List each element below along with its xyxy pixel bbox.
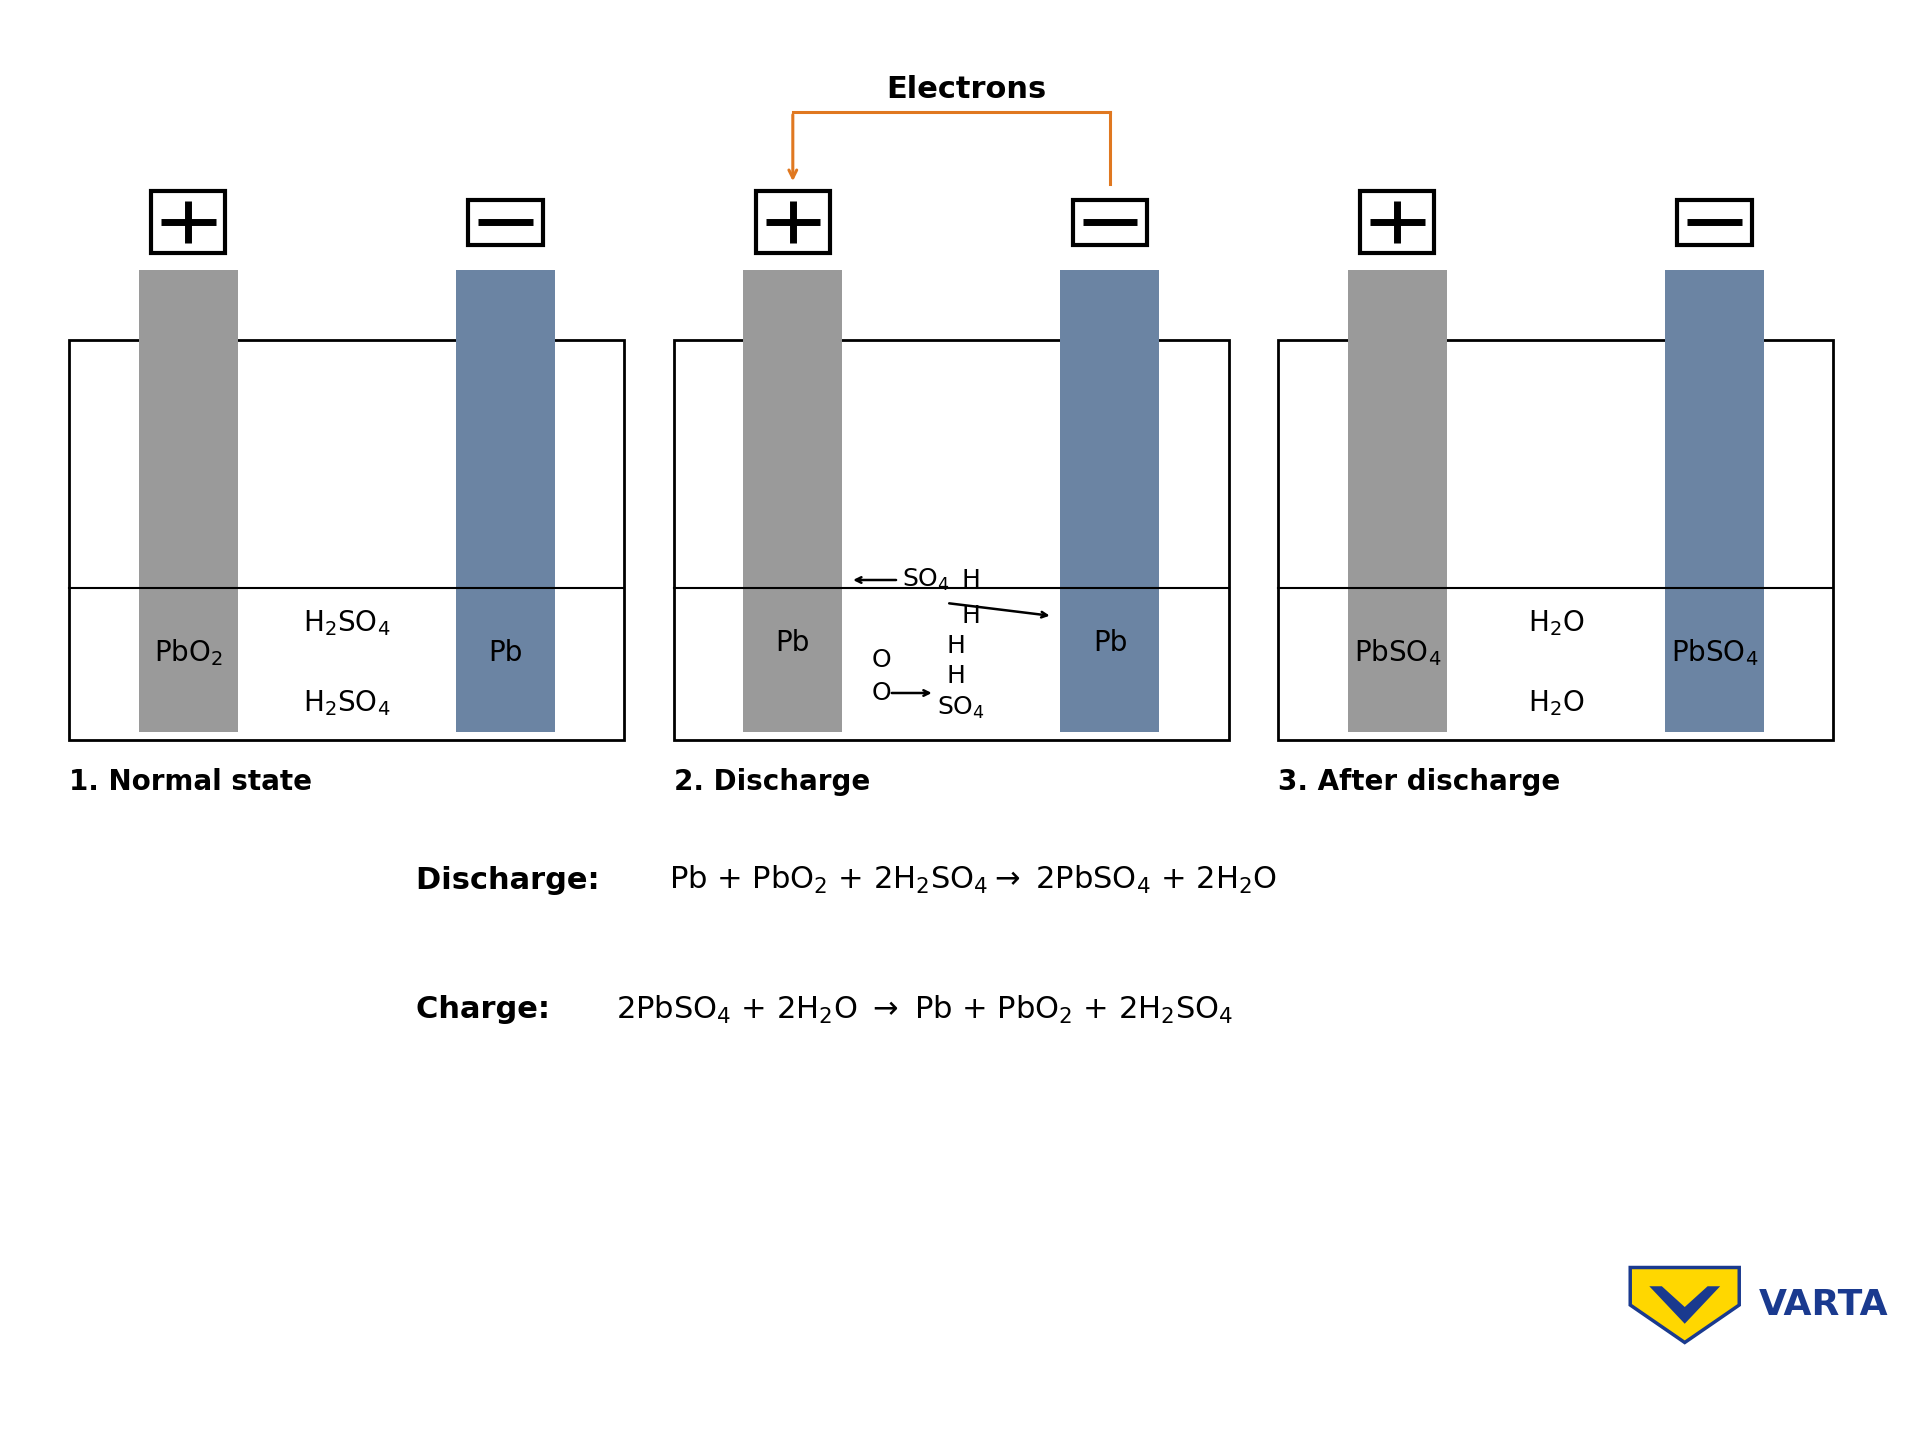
Bar	[674, 340, 1229, 740]
Text: Pb: Pb	[1092, 629, 1127, 657]
Text: 2PbSO$_4$ + 2H$_2$O $\rightarrow$ Pb + PbO$_2$ + 2H$_2$SO$_4$: 2PbSO$_4$ + 2H$_2$O $\rightarrow$ Pb + P…	[616, 994, 1235, 1027]
Text: SO$_4$: SO$_4$	[902, 567, 950, 593]
Text: H$_2$SO$_4$: H$_2$SO$_4$	[303, 688, 390, 719]
Text: H: H	[962, 603, 981, 628]
Text: H: H	[962, 567, 981, 592]
Bar	[1678, 200, 1751, 245]
Text: PbSO$_4$: PbSO$_4$	[1354, 638, 1442, 668]
Text: PbO$_2$: PbO$_2$	[154, 638, 223, 668]
Text: PbSO$_4$: PbSO$_4$	[1670, 638, 1759, 668]
Bar	[756, 192, 829, 253]
Bar	[1279, 340, 1834, 740]
Text: Charge:: Charge:	[417, 995, 561, 1024]
Text: Pb: Pb	[776, 629, 810, 657]
Bar	[1073, 200, 1146, 245]
Text: Electrons: Electrons	[887, 75, 1046, 104]
Text: H$_2$SO$_4$: H$_2$SO$_4$	[303, 608, 390, 638]
Bar	[743, 271, 843, 732]
Text: VARTA: VARTA	[1759, 1287, 1889, 1322]
Text: Discharge:: Discharge:	[417, 865, 611, 894]
Bar	[138, 271, 238, 732]
Bar	[468, 200, 543, 245]
Bar	[1060, 271, 1160, 732]
Text: H$_2$O: H$_2$O	[1528, 688, 1584, 719]
Bar	[1359, 192, 1434, 253]
Text: Pb + PbO$_2$ + 2H$_2$SO$_4$$\rightarrow$ 2PbSO$_4$ + 2H$_2$O: Pb + PbO$_2$ + 2H$_2$SO$_4$$\rightarrow$…	[668, 864, 1277, 896]
Text: 2. Discharge: 2. Discharge	[674, 768, 870, 796]
Text: O: O	[872, 681, 891, 706]
Text: Pb: Pb	[488, 639, 522, 667]
Bar	[455, 271, 555, 732]
Text: O: O	[872, 648, 891, 672]
Bar	[1665, 271, 1764, 732]
Text: H: H	[947, 634, 966, 658]
Text: H: H	[947, 664, 966, 688]
Text: 3. After discharge: 3. After discharge	[1279, 768, 1561, 796]
Text: 1. Normal state: 1. Normal state	[69, 768, 313, 796]
Text: H$_2$O: H$_2$O	[1528, 608, 1584, 638]
Bar	[69, 340, 624, 740]
Bar	[152, 192, 225, 253]
Polygon shape	[1630, 1267, 1740, 1342]
Bar	[1348, 271, 1448, 732]
Polygon shape	[1649, 1286, 1720, 1323]
Text: SO$_4$: SO$_4$	[937, 696, 985, 721]
